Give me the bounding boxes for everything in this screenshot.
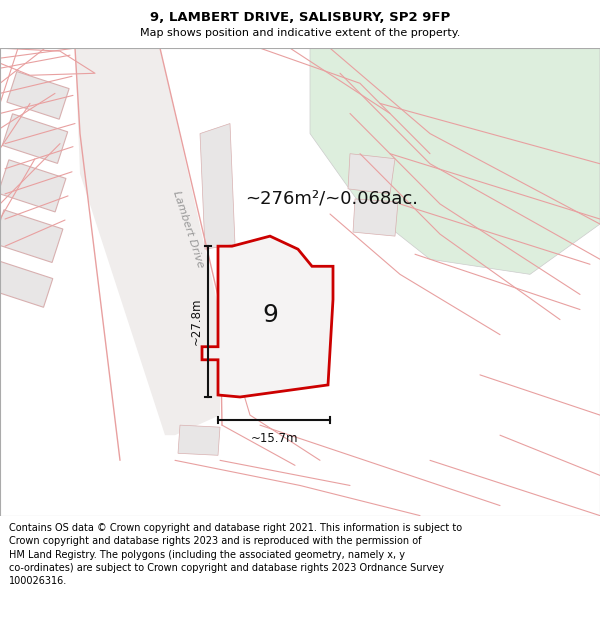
Text: ~276m²/~0.068ac.: ~276m²/~0.068ac.: [245, 190, 418, 208]
Polygon shape: [200, 124, 235, 249]
Text: ~15.7m: ~15.7m: [250, 432, 298, 445]
Polygon shape: [0, 160, 66, 212]
Text: 9, LAMBERT DRIVE, SALISBURY, SP2 9FP: 9, LAMBERT DRIVE, SALISBURY, SP2 9FP: [150, 11, 450, 24]
Text: 9: 9: [262, 302, 278, 326]
Polygon shape: [2, 114, 68, 163]
Polygon shape: [7, 71, 69, 119]
Polygon shape: [0, 210, 63, 262]
Text: Map shows position and indicative extent of the property.: Map shows position and indicative extent…: [140, 28, 460, 38]
Text: ~27.8m: ~27.8m: [190, 298, 203, 346]
Polygon shape: [348, 154, 395, 194]
Text: Lambert Drive: Lambert Drive: [171, 189, 205, 269]
Polygon shape: [0, 261, 53, 308]
Text: Contains OS data © Crown copyright and database right 2021. This information is : Contains OS data © Crown copyright and d…: [9, 523, 462, 586]
Polygon shape: [310, 48, 600, 274]
Polygon shape: [178, 425, 220, 455]
Polygon shape: [75, 48, 220, 435]
Polygon shape: [353, 199, 398, 236]
Polygon shape: [202, 236, 333, 397]
